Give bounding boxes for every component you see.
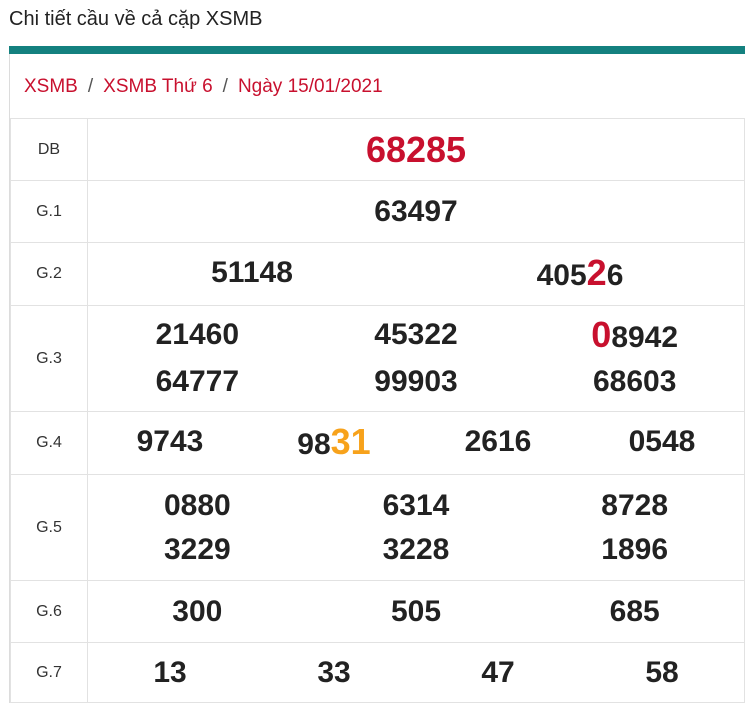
table-row-g2: G.2 51148 40526 — [10, 242, 745, 306]
number-part: 405 — [536, 258, 587, 292]
prize-number: 9831 — [252, 420, 416, 467]
table-row-g4: G.4 9743 9831 2616 0548 — [10, 411, 745, 475]
table-row-g7: G.7 13 33 47 58 — [10, 642, 745, 703]
prize-number: 99903 — [374, 365, 458, 398]
number-part: 8942 — [611, 321, 679, 354]
prize-number: 45322 — [374, 318, 458, 351]
highlighted-digit: 0 — [591, 314, 612, 355]
number-part: 98 — [297, 427, 331, 461]
prize-label: G.5 — [10, 474, 88, 581]
prize-number: 0548 — [628, 424, 696, 458]
table-row-g6: G.6 300 505 685 — [10, 580, 745, 643]
prize-number: 68603 — [592, 365, 677, 398]
prize-number: 33 — [317, 655, 351, 689]
prize-label: DB — [10, 118, 88, 181]
breadcrumb-xsmb-thu-6[interactable]: XSMB Thứ 6 — [103, 76, 213, 97]
prize-number: 21460 — [155, 318, 240, 351]
prize-number: 3229 — [163, 532, 231, 566]
breadcrumb: XSMB / XSMB Thứ 6 / Ngày 15/01/2021 — [24, 76, 383, 98]
prize-label: G.4 — [10, 411, 88, 475]
prize-number: 0880 — [163, 488, 231, 522]
table-row-g3: G.3 21460 45322 08942 64777 99903 68603 — [10, 305, 745, 412]
page-title: Chi tiết cầu về cả cặp XSMB — [9, 8, 263, 30]
prize-number: 6314 — [382, 488, 450, 522]
prize-label: G.7 — [10, 642, 88, 703]
title-underline-bar — [9, 46, 745, 54]
table-row-g1: G.1 63497 — [10, 180, 745, 243]
prize-number: 08942 — [525, 313, 744, 360]
table-row-db: DB 68285 — [10, 118, 745, 181]
prize-number: 2616 — [464, 424, 532, 458]
highlighted-digits: 31 — [330, 420, 371, 462]
prize-number: 40526 — [416, 251, 744, 298]
prize-label: G.1 — [10, 180, 88, 243]
table-row-g5: G.5 0880 6314 8728 3229 3228 1896 — [10, 474, 745, 581]
breadcrumb-date: Ngày 15/01/2021 — [237, 76, 383, 97]
breadcrumb-xsmb[interactable]: XSMB — [24, 76, 78, 97]
number-part: 6 — [606, 258, 624, 292]
prize-label: G.3 — [10, 305, 88, 412]
breadcrumb-separator: / — [222, 76, 228, 97]
special-prize-number: 68285 — [365, 128, 467, 170]
highlighted-prize-number: 13 — [153, 655, 187, 689]
prize-number: 3228 — [382, 532, 450, 566]
prize-number: 64777 — [155, 365, 240, 398]
results-table: DB 68285 G.1 63497 G.2 51148 40526 G.3 2… — [10, 118, 745, 703]
prize-number: 8728 — [601, 488, 669, 522]
prize-number: 58 — [645, 655, 679, 689]
prize-number: 505 — [390, 594, 442, 628]
highlighted-digit: 2 — [586, 251, 607, 293]
prize-label: G.6 — [10, 580, 88, 643]
prize-number: 300 — [172, 594, 223, 628]
prize-number: 9743 — [136, 424, 204, 458]
prize-number: 63497 — [374, 194, 458, 228]
breadcrumb-separator: / — [87, 76, 94, 97]
prize-number: 1896 — [601, 532, 669, 566]
prize-number: 51148 — [211, 255, 293, 289]
prize-number: 685 — [609, 594, 660, 628]
prize-label: G.2 — [10, 242, 88, 306]
content-box — [9, 54, 745, 703]
prize-number: 47 — [481, 655, 515, 689]
